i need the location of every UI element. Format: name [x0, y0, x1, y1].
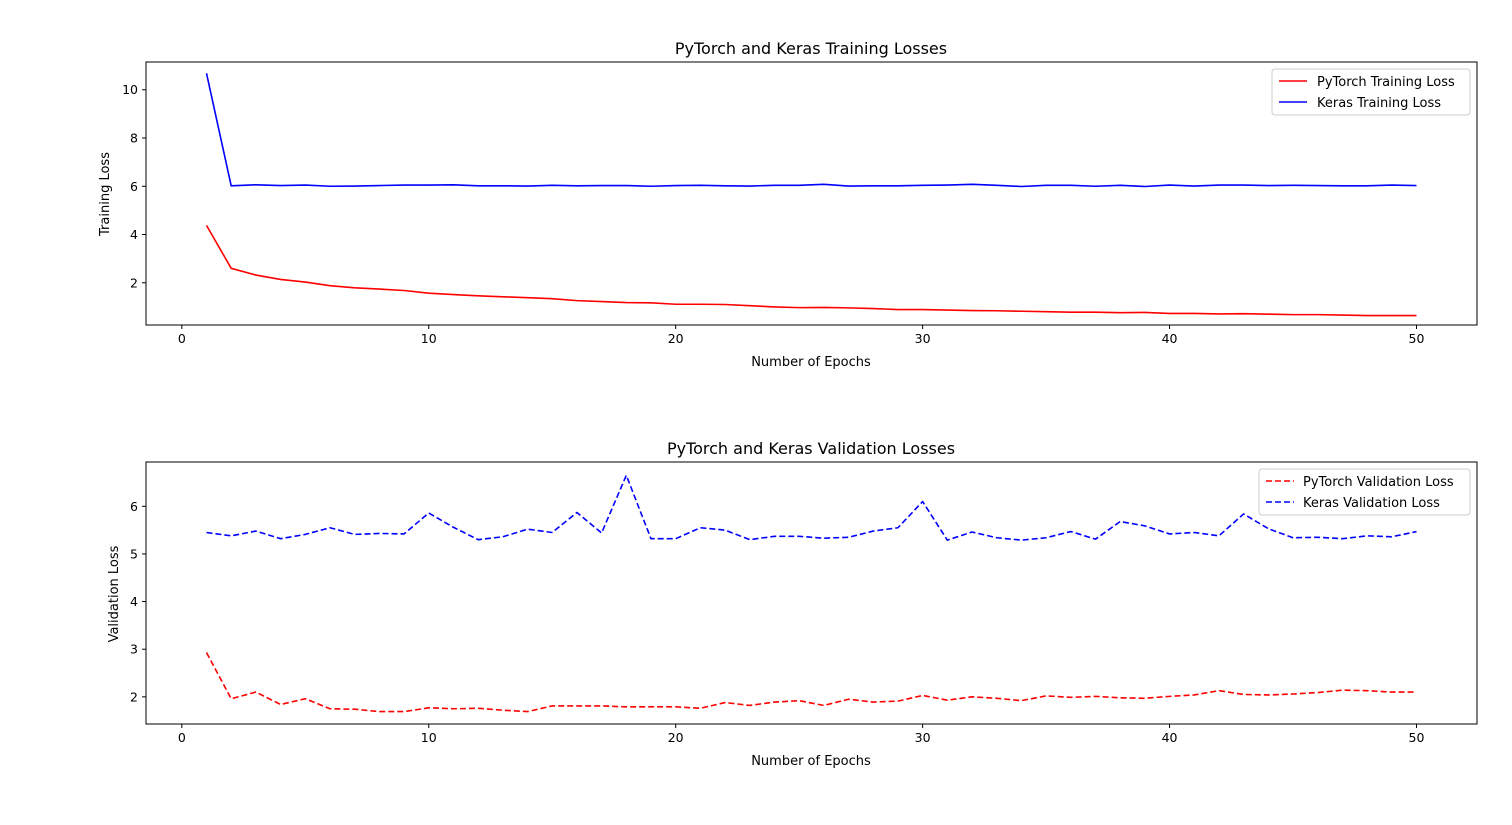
training-loss-chart: PyTorch and Keras Training Losses Number… [98, 39, 1478, 370]
training-x-tick-label: 0 [178, 331, 186, 346]
training-x-tick-label: 30 [915, 331, 931, 346]
validation-series [205, 474, 1417, 713]
validation-y-tick-label: 5 [130, 546, 138, 561]
training-series [205, 73, 1417, 317]
legend-label-keras-validation: Keras Validation Loss [1303, 496, 1440, 511]
training-series-line-keras [205, 73, 1417, 188]
validation-legend: PyTorch Validation Loss Keras Validation… [1258, 468, 1471, 516]
training-x-tick-label: 40 [1162, 331, 1178, 346]
validation-x-tick-label: 0 [178, 730, 186, 745]
validation-x-tick-label: 10 [421, 730, 437, 745]
validation-x-axis-label: Number of Epochs [751, 754, 871, 769]
training-plot-frame [145, 61, 1478, 326]
training-y-tick-label: 8 [130, 131, 138, 146]
validation-chart-title: PyTorch and Keras Validation Losses [667, 439, 955, 458]
training-ticks: 0 10 20 30 40 50 2 4 6 8 10 [122, 82, 1424, 346]
training-y-tick-label: 4 [130, 227, 138, 242]
validation-series-line-keras [206, 474, 1417, 541]
training-x-tick-label: 10 [421, 331, 437, 346]
validation-legend-box [1258, 468, 1471, 516]
training-y-tick-label: 6 [130, 179, 138, 194]
training-y-axis-label: Training Loss [98, 152, 113, 237]
training-legend-box [1271, 68, 1471, 116]
validation-y-axis-label: Validation Loss [107, 545, 122, 642]
validation-ticks: 0 10 20 30 40 50 2 3 4 5 6 [130, 499, 1424, 745]
validation-x-tick-label: 50 [1409, 730, 1425, 745]
validation-y-tick-label: 2 [130, 689, 138, 704]
validation-series-line-pytorch [205, 652, 1417, 713]
validation-y-tick-label: 3 [130, 642, 138, 657]
validation-x-tick-label: 20 [668, 730, 684, 745]
training-x-tick-label: 50 [1409, 331, 1425, 346]
training-y-tick-label: 2 [130, 275, 138, 290]
validation-x-tick-label: 30 [915, 730, 931, 745]
training-y-tick-label: 10 [122, 82, 138, 97]
legend-label-keras-training: Keras Training Loss [1317, 96, 1441, 111]
training-chart-title: PyTorch and Keras Training Losses [675, 39, 947, 58]
legend-label-pytorch-training: PyTorch Training Loss [1317, 75, 1455, 90]
training-legend: PyTorch Training Loss Keras Training Los… [1271, 68, 1471, 116]
validation-y-tick-label: 6 [130, 499, 138, 514]
validation-loss-chart: PyTorch and Keras Validation Losses Numb… [107, 439, 1478, 769]
training-series-line-pytorch [205, 224, 1417, 317]
training-x-tick-label: 20 [668, 331, 684, 346]
validation-y-tick-label: 4 [130, 594, 138, 609]
training-x-axis-label: Number of Epochs [751, 355, 871, 370]
validation-x-tick-label: 40 [1162, 730, 1178, 745]
validation-plot-frame [145, 461, 1478, 725]
legend-label-pytorch-validation: PyTorch Validation Loss [1303, 475, 1454, 490]
